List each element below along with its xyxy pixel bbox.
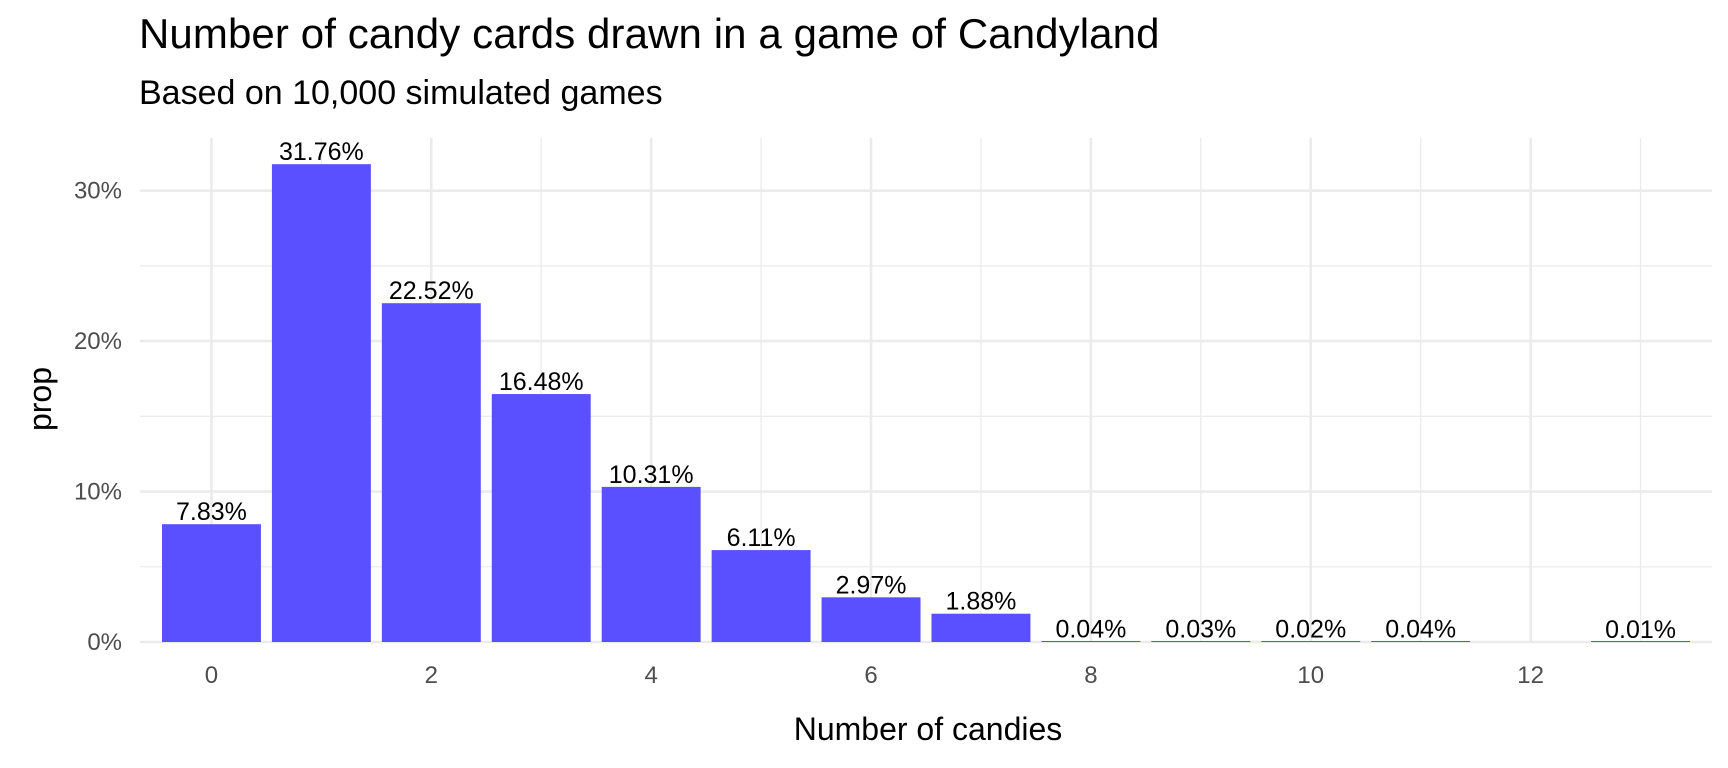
- x-axis-ticks: 0 2 4 6 8 10 12: [205, 662, 1544, 689]
- bar: [711, 550, 811, 642]
- bar-data-label: 0.02%: [1275, 616, 1346, 644]
- bar: [601, 486, 701, 642]
- bar-data-label: 0.03%: [1165, 616, 1236, 644]
- bar: [1151, 641, 1251, 642]
- chart-title: Number of candy cards drawn in a game of…: [139, 10, 1160, 57]
- chart-subtitle: Based on 10,000 simulated games: [139, 74, 663, 112]
- y-axis-ticks: 0% 10% 20% 30%: [74, 178, 122, 656]
- bar: [931, 613, 1031, 642]
- bar-data-label: 10.31%: [609, 461, 694, 489]
- bar: [1041, 641, 1141, 642]
- bar-labels: 7.83% 31.76% 22.52% 16.48% 10.31% 6.11% 2.97% 1…: [176, 138, 1676, 644]
- x-tick-label: 6: [864, 662, 877, 689]
- bar-data-label: 6.11%: [727, 524, 796, 552]
- minor-gridlines: [140, 138, 1712, 642]
- bar-data-label: 16.48%: [499, 368, 584, 396]
- bars: [161, 164, 1691, 642]
- bar: [1371, 641, 1471, 642]
- bar-data-label: 2.97%: [836, 571, 907, 599]
- bar: [161, 524, 261, 642]
- x-tick-label: 0: [205, 662, 218, 689]
- x-axis-title: Number of candies: [794, 711, 1063, 747]
- y-tick-label: 30%: [74, 178, 122, 205]
- y-axis-title: prop: [22, 367, 58, 431]
- y-tick-label: 10%: [74, 479, 122, 506]
- x-tick-label: 4: [644, 662, 657, 689]
- x-tick-label: 8: [1084, 662, 1097, 689]
- bar: [1591, 641, 1691, 642]
- bar-data-label: 0.04%: [1055, 615, 1126, 643]
- bar-data-label: 0.01%: [1605, 616, 1676, 644]
- bar-data-label: 1.88%: [946, 588, 1017, 616]
- bar-data-label: 7.83%: [176, 498, 247, 526]
- bar-data-label: 22.52%: [389, 277, 474, 305]
- bar-data-label: 31.76%: [279, 138, 364, 166]
- x-tick-label: 2: [425, 662, 438, 689]
- bar: [381, 303, 481, 642]
- y-tick-label: 20%: [74, 328, 122, 355]
- bar: [1261, 641, 1361, 642]
- x-tick-label: 12: [1517, 662, 1544, 689]
- y-tick-label: 0%: [87, 629, 122, 656]
- bar: [821, 597, 921, 642]
- x-tick-label: 10: [1297, 662, 1324, 689]
- bar: [271, 164, 371, 642]
- bar-data-label: 0.04%: [1385, 615, 1456, 643]
- bar: [491, 394, 591, 642]
